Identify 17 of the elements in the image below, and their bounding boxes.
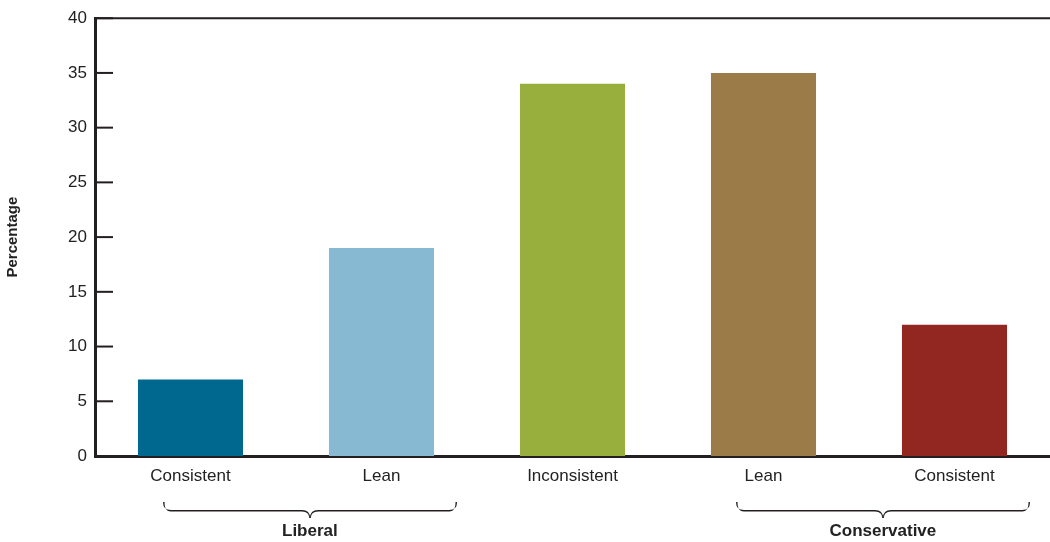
y-tick-label: 25 (68, 172, 87, 192)
x-tick-label: Lean (744, 465, 783, 485)
y-tick-label: 5 (77, 390, 87, 410)
y-tick-label: 20 (68, 226, 87, 246)
x-tick-label: Consistent (914, 465, 995, 485)
text: Conservative (829, 521, 937, 541)
text: Liberal (282, 521, 338, 541)
y-tick-label: 10 (68, 336, 87, 356)
x-tick-label: Consistent (150, 465, 231, 485)
y-tick-label: 0 (77, 445, 87, 465)
y-tick-label: 30 (68, 117, 87, 137)
y-tick-label: 35 (68, 62, 87, 82)
y-axis-title: Percentage (3, 196, 21, 278)
y-tick-label: 15 (68, 281, 87, 301)
x-tick-label: Inconsistent (527, 465, 619, 485)
y-tick-label: 40 (68, 7, 87, 27)
x-tick-label: Lean (362, 465, 401, 485)
